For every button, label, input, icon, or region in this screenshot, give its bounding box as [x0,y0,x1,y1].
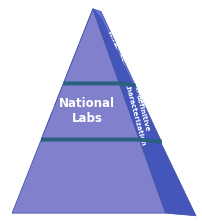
Text: Reference Labs: Reference Labs [34,105,136,118]
Text: confirmatory
testing: confirmatory testing [126,86,152,139]
Polygon shape [63,9,119,83]
Text: Sentinel  Labs: Sentinel Labs [39,40,133,53]
Polygon shape [12,9,166,213]
Text: definitive
characterization: definitive characterization [124,81,154,147]
Text: National
Labs: National Labs [59,97,115,125]
Polygon shape [119,83,162,142]
Polygon shape [41,83,139,140]
Polygon shape [93,9,136,86]
Text: recognize,
rule out,
refer: recognize, rule out, refer [97,25,127,70]
Polygon shape [41,138,162,144]
Polygon shape [63,81,136,88]
Polygon shape [93,9,196,216]
